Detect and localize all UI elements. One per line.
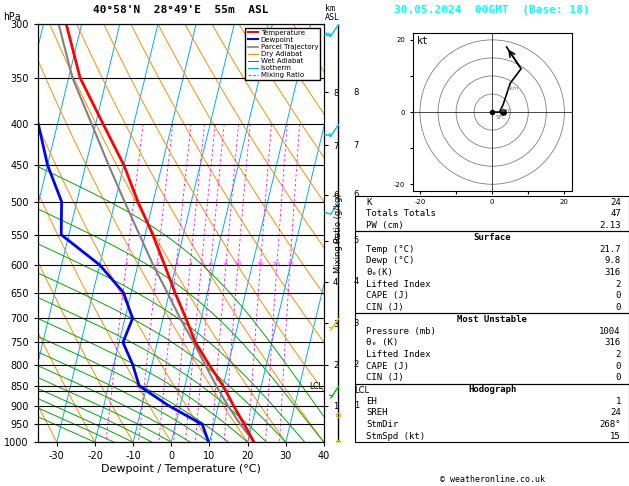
Bar — [355, 196, 629, 231]
Text: EH: EH — [366, 397, 377, 406]
Text: 316: 316 — [604, 338, 621, 347]
Bar — [355, 384, 629, 442]
Text: kt: kt — [416, 36, 428, 46]
Text: Hodograph: Hodograph — [468, 385, 516, 394]
Text: 0: 0 — [615, 303, 621, 312]
Text: km
ASL: km ASL — [325, 4, 340, 22]
Text: 2: 2 — [615, 279, 621, 289]
Text: Temp (°C): Temp (°C) — [366, 244, 415, 254]
Text: 1004: 1004 — [599, 327, 621, 335]
Bar — [355, 231, 629, 313]
Text: θₑ (K): θₑ (K) — [366, 338, 399, 347]
Text: 2: 2 — [353, 360, 359, 369]
Text: LCL: LCL — [353, 386, 369, 395]
Text: 3: 3 — [353, 319, 359, 328]
Text: 15: 15 — [257, 262, 264, 267]
Text: 40°58'N  28°49'E  55m  ASL: 40°58'N 28°49'E 55m ASL — [93, 4, 269, 15]
Text: 2.13: 2.13 — [599, 221, 621, 230]
Text: 0: 0 — [615, 362, 621, 371]
Text: 6: 6 — [353, 190, 359, 199]
Text: 0: 0 — [615, 373, 621, 382]
Text: 20: 20 — [273, 262, 281, 267]
Text: 0: 0 — [615, 292, 621, 300]
Text: 4: 4 — [188, 262, 192, 267]
Text: 5: 5 — [353, 237, 359, 245]
Text: 3: 3 — [174, 262, 178, 267]
Text: 15: 15 — [610, 432, 621, 441]
Bar — [355, 313, 629, 384]
Legend: Temperature, Dewpoint, Parcel Trajectory, Dry Adiabat, Wet Adiabat, Isotherm, Mi: Temperature, Dewpoint, Parcel Trajectory… — [245, 28, 320, 80]
Text: 268°: 268° — [599, 420, 621, 429]
Text: StmSpd (kt): StmSpd (kt) — [366, 432, 425, 441]
Text: Pressure (mb): Pressure (mb) — [366, 327, 436, 335]
Text: θₑ(K): θₑ(K) — [366, 268, 393, 277]
Text: Totals Totals: Totals Totals — [366, 209, 436, 218]
Text: 1: 1 — [125, 262, 128, 267]
Text: CAPE (J): CAPE (J) — [366, 292, 409, 300]
Text: 1: 1 — [615, 397, 621, 406]
Text: Surface: Surface — [474, 233, 511, 242]
Text: 47: 47 — [610, 209, 621, 218]
Text: 8: 8 — [224, 262, 228, 267]
Text: SFC: SFC — [496, 115, 506, 121]
Text: Mixing Ratio (g/kg): Mixing Ratio (g/kg) — [333, 193, 343, 273]
Text: 2: 2 — [615, 350, 621, 359]
Text: 24: 24 — [610, 409, 621, 417]
Text: StmDir: StmDir — [366, 420, 399, 429]
Text: 1: 1 — [353, 401, 359, 410]
Text: 8: 8 — [353, 88, 359, 97]
Text: 10: 10 — [234, 262, 242, 267]
Text: Lifted Index: Lifted Index — [366, 350, 431, 359]
Text: Most Unstable: Most Unstable — [457, 315, 527, 324]
Text: CAPE (J): CAPE (J) — [366, 362, 409, 371]
Text: LCL: LCL — [309, 382, 323, 391]
Text: 3km: 3km — [499, 108, 511, 113]
Text: 21.7: 21.7 — [599, 244, 621, 254]
Text: 2: 2 — [155, 262, 159, 267]
Text: 24: 24 — [610, 198, 621, 207]
Text: hPa: hPa — [3, 12, 21, 22]
Text: CIN (J): CIN (J) — [366, 303, 404, 312]
Y-axis label: hPa: hPa — [0, 223, 1, 243]
Text: CIN (J): CIN (J) — [366, 373, 404, 382]
Text: 316: 316 — [604, 268, 621, 277]
Text: 4: 4 — [353, 278, 359, 286]
Text: © weatheronline.co.uk: © weatheronline.co.uk — [440, 474, 545, 484]
Text: K: K — [366, 198, 372, 207]
Text: 5: 5 — [199, 262, 203, 267]
Text: SREH: SREH — [366, 409, 388, 417]
X-axis label: Dewpoint / Temperature (°C): Dewpoint / Temperature (°C) — [101, 464, 261, 474]
Text: PW (cm): PW (cm) — [366, 221, 404, 230]
Text: 30.05.2024  00GMT  (Base: 18): 30.05.2024 00GMT (Base: 18) — [394, 4, 590, 15]
Text: 25: 25 — [286, 262, 294, 267]
Text: 6: 6 — [209, 262, 213, 267]
Text: 7: 7 — [353, 141, 359, 150]
Text: 6km: 6km — [506, 87, 519, 91]
Text: 9.8: 9.8 — [604, 256, 621, 265]
Text: Lifted Index: Lifted Index — [366, 279, 431, 289]
Text: Dewp (°C): Dewp (°C) — [366, 256, 415, 265]
